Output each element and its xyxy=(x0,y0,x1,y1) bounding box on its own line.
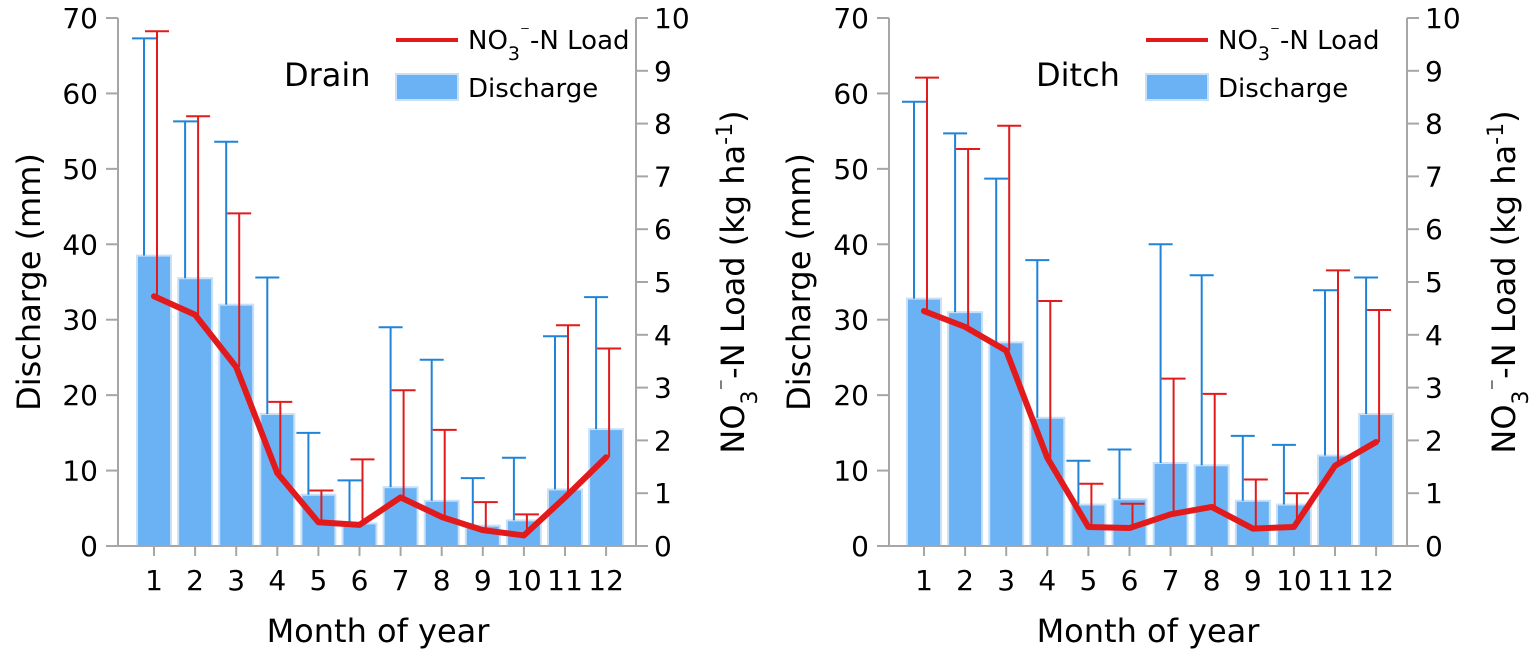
y-tick-label-left: 30 xyxy=(62,304,98,337)
y-tick-label-right: 3 xyxy=(1425,372,1443,405)
legend-discharge-label: Discharge xyxy=(1218,74,1348,104)
x-tick-label: 4 xyxy=(1038,564,1056,597)
load-series-line xyxy=(151,293,610,539)
x-tick-label: 2 xyxy=(186,564,204,597)
discharge-bar xyxy=(988,341,1025,548)
y-tick-label-left: 60 xyxy=(833,77,869,110)
y-tick-label-right: 7 xyxy=(1425,160,1443,193)
x-tick-label: 8 xyxy=(1203,564,1221,597)
y-tick-label-left: 10 xyxy=(833,455,869,488)
legend-discharge-swatch xyxy=(1145,73,1209,101)
x-tick-label: 3 xyxy=(227,564,245,597)
y-tick-label-left: 60 xyxy=(62,77,98,110)
y-tick-label-right: 5 xyxy=(654,266,672,299)
x-tick-label: 5 xyxy=(309,564,327,597)
panel-label: Ditch xyxy=(1036,56,1120,94)
x-tick-label: 12 xyxy=(588,564,624,597)
y-tick-label-right: 9 xyxy=(654,55,672,88)
y-tick-label-left: 10 xyxy=(62,455,98,488)
y-tick-label-right: 2 xyxy=(1425,424,1443,457)
discharge-bar xyxy=(1358,413,1395,547)
x-tick-label: 1 xyxy=(145,564,163,597)
discharge-bar xyxy=(947,311,984,547)
y-tick-label-right: 9 xyxy=(1425,55,1443,88)
y-tick-label-right: 4 xyxy=(654,319,672,352)
x-tick-label: 9 xyxy=(474,564,492,597)
y-tick-label-left: 40 xyxy=(833,228,869,261)
x-axis-title: Month of year xyxy=(1037,612,1261,650)
panel-label: Drain xyxy=(284,56,371,94)
y-tick-label-left: 70 xyxy=(833,2,869,35)
discharge-bar xyxy=(218,303,255,547)
y-tick-label-left: 0 xyxy=(80,530,98,563)
discharge-bar xyxy=(1317,454,1353,547)
y-tick-label-right: 1 xyxy=(654,477,672,510)
discharge-bar xyxy=(177,277,214,547)
x-tick-label: 6 xyxy=(351,564,369,597)
y-tick-label-right: 6 xyxy=(654,213,672,246)
x-tick-label: 7 xyxy=(1162,564,1180,597)
legend-discharge-label: Discharge xyxy=(468,74,598,104)
discharge-bar xyxy=(588,428,625,548)
x-tick-label: 10 xyxy=(1276,564,1312,597)
y-axis-title-left: Discharge (mm) xyxy=(10,153,48,411)
y-tick-label-right: 0 xyxy=(1425,530,1443,563)
y-axis-title-right: NO3⁻-N Load (kg ha-1) xyxy=(1484,110,1534,453)
y-tick-label-right: 5 xyxy=(1425,266,1443,299)
y-tick-label-right: 1 xyxy=(1425,477,1443,510)
x-tick-label: 2 xyxy=(956,564,974,597)
legend-load-label: NO3⁻-N Load xyxy=(1218,21,1380,65)
y-axis-title-left: Discharge (mm) xyxy=(780,153,818,411)
y-tick-label-right: 3 xyxy=(654,372,672,405)
x-tick-label: 11 xyxy=(547,564,583,597)
y-tick-label-left: 30 xyxy=(833,304,869,337)
load-series-line xyxy=(921,308,1380,532)
y-tick-label-left: 70 xyxy=(62,2,98,35)
y-tick-label-left: 20 xyxy=(62,379,98,412)
x-tick-label: 6 xyxy=(1121,564,1139,597)
discharge-bar xyxy=(906,297,942,548)
y-tick-label-left: 0 xyxy=(851,530,869,563)
y-tick-label-right: 0 xyxy=(654,530,672,563)
x-tick-label: 8 xyxy=(433,564,451,597)
x-tick-label: 5 xyxy=(1079,564,1097,597)
y-tick-label-right: 10 xyxy=(1425,2,1461,35)
discharge-bar xyxy=(1152,462,1189,547)
y-tick-label-right: 10 xyxy=(654,2,690,35)
y-tick-label-right: 6 xyxy=(1425,213,1443,246)
y-tick-label-left: 20 xyxy=(833,379,869,412)
y-tick-label-left: 50 xyxy=(62,153,98,186)
y-axis-title-right: NO3⁻-N Load (kg ha-1) xyxy=(713,110,763,453)
y-tick-label-left: 50 xyxy=(833,153,869,186)
x-axis-title: Month of year xyxy=(267,612,491,650)
x-tick-label: 1 xyxy=(915,564,933,597)
y-tick-label-right: 8 xyxy=(654,108,672,141)
discharge-bar xyxy=(259,413,296,547)
x-tick-label: 12 xyxy=(1358,564,1394,597)
y-tick-label-right: 4 xyxy=(1425,319,1443,352)
x-tick-label: 7 xyxy=(392,564,410,597)
x-tick-label: 4 xyxy=(268,564,286,597)
y-tick-label-right: 2 xyxy=(654,424,672,457)
y-tick-label-left: 40 xyxy=(62,228,98,261)
legend-discharge-swatch xyxy=(395,73,459,101)
x-tick-label: 9 xyxy=(1244,564,1262,597)
x-tick-label: 11 xyxy=(1317,564,1353,597)
x-tick-label: 3 xyxy=(997,564,1015,597)
y-tick-label-right: 8 xyxy=(1425,108,1443,141)
x-tick-label: 10 xyxy=(506,564,542,597)
legend-load-label: NO3⁻-N Load xyxy=(468,21,630,65)
y-tick-label-right: 7 xyxy=(654,160,672,193)
